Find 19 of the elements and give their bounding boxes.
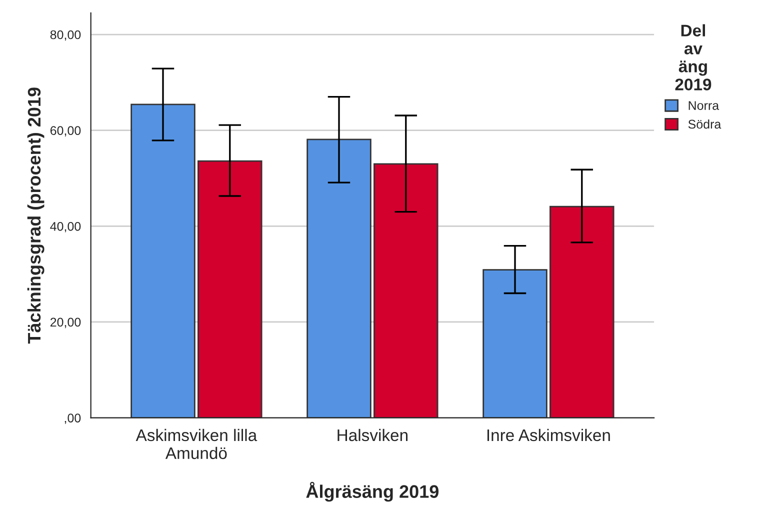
x-tick-label: Inre Askimsviken <box>487 428 610 442</box>
x-tick-label: Halsviken <box>338 428 408 442</box>
bar <box>306 138 372 418</box>
bar <box>482 269 548 418</box>
bar <box>198 160 262 418</box>
bar <box>550 206 614 418</box>
legend-label: Norra <box>688 101 720 110</box>
y-tick-label: 60,00 <box>50 126 81 136</box>
y-axis-title: Täckningsgrad (procent) 2019 <box>27 88 44 344</box>
y-tick-label: 40,00 <box>50 222 81 232</box>
legend-title: Del av äng 2019 <box>675 24 712 90</box>
y-tick-label: ,00 <box>64 414 81 424</box>
x-axis-title: Ålgräsäng 2019 <box>306 482 439 502</box>
bar <box>374 163 438 418</box>
bar <box>130 104 196 418</box>
y-tick-label: 80,00 <box>50 30 81 41</box>
legend-label: Södra <box>688 119 722 129</box>
x-tick-label: Askimsviken lilla Amundö <box>136 428 258 460</box>
y-tick-label: 20,00 <box>50 318 81 328</box>
